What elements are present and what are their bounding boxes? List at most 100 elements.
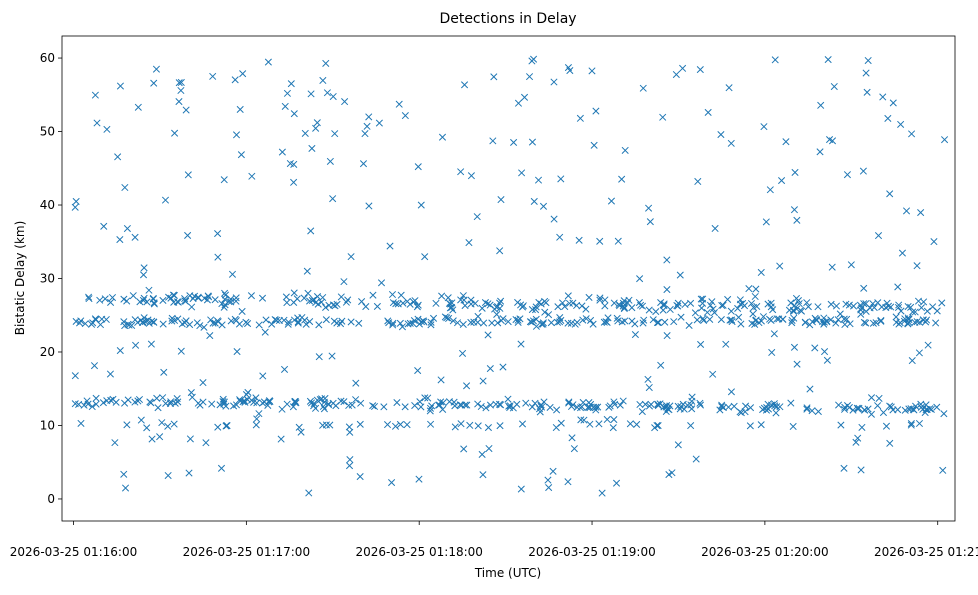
- data-point: [478, 450, 486, 459]
- data-point: [242, 391, 251, 399]
- data-point: [864, 56, 872, 65]
- data-point: [742, 402, 750, 410]
- data-point: [457, 401, 466, 409]
- data-point: [621, 317, 629, 325]
- data-point: [437, 398, 445, 406]
- x-tick-label: 2026-03-25 01:18:00: [355, 545, 482, 559]
- data-point: [858, 423, 866, 431]
- data-point: [401, 403, 409, 411]
- data-point: [480, 319, 488, 327]
- data-point: [284, 318, 293, 326]
- data-point: [803, 404, 811, 412]
- data-point: [290, 178, 298, 186]
- x-tick-label: 2026-03-25 01:16:00: [10, 545, 137, 559]
- data-point: [639, 84, 647, 92]
- data-point: [509, 404, 517, 412]
- data-point: [598, 489, 606, 497]
- data-point: [319, 402, 327, 411]
- data-point: [294, 314, 302, 322]
- data-point: [696, 66, 704, 74]
- data-point: [307, 90, 315, 98]
- data-point: [300, 294, 308, 302]
- data-point: [255, 321, 263, 329]
- data-point: [716, 406, 724, 414]
- data-point: [499, 363, 507, 371]
- data-point: [88, 320, 96, 328]
- data-point: [746, 404, 755, 412]
- data-point: [930, 238, 938, 246]
- data-point: [221, 291, 230, 299]
- data-point: [789, 422, 797, 431]
- data-point: [538, 320, 546, 328]
- data-point: [874, 299, 882, 307]
- data-point: [674, 299, 682, 307]
- data-point: [184, 231, 192, 239]
- data-point: [485, 444, 493, 453]
- data-point: [633, 420, 641, 429]
- data-point: [766, 186, 774, 194]
- data-point: [550, 215, 558, 223]
- data-point: [693, 316, 701, 324]
- data-point: [199, 379, 207, 387]
- data-point: [808, 407, 816, 415]
- data-point: [814, 303, 822, 311]
- data-point: [601, 302, 609, 310]
- data-point: [365, 113, 373, 121]
- data-point: [641, 400, 649, 408]
- data-point: [806, 321, 814, 329]
- data-point: [347, 318, 355, 326]
- data-point: [194, 293, 202, 301]
- data-point: [586, 420, 594, 428]
- data-point: [917, 304, 926, 312]
- data-point: [554, 303, 562, 311]
- data-point: [139, 318, 147, 326]
- data-point: [673, 301, 681, 310]
- data-point: [817, 101, 825, 109]
- data-point: [160, 368, 168, 376]
- data-point: [526, 318, 534, 326]
- data-point: [92, 400, 100, 408]
- data-point: [536, 408, 544, 416]
- data-point: [227, 317, 235, 325]
- data-point: [328, 352, 336, 360]
- data-point: [282, 293, 290, 301]
- data-point: [357, 399, 365, 407]
- data-point: [129, 292, 137, 300]
- data-point: [913, 318, 921, 326]
- data-point: [704, 108, 712, 116]
- data-point: [514, 316, 522, 324]
- data-point: [140, 294, 148, 302]
- data-point: [383, 421, 392, 429]
- data-point: [724, 403, 733, 411]
- data-point: [352, 396, 360, 404]
- data-point: [76, 319, 84, 327]
- data-point: [355, 319, 363, 327]
- data-point: [281, 102, 289, 110]
- data-point: [206, 331, 214, 340]
- data-point: [749, 310, 757, 318]
- data-point: [814, 407, 822, 416]
- data-point: [564, 478, 572, 486]
- data-point: [85, 295, 93, 303]
- data-point: [347, 253, 355, 261]
- data-point: [776, 262, 784, 270]
- data-point: [670, 318, 678, 326]
- data-point: [760, 123, 768, 131]
- data-point: [426, 404, 435, 412]
- data-point: [386, 242, 394, 250]
- data-point: [549, 467, 557, 475]
- data-point: [879, 93, 887, 101]
- data-point: [793, 360, 801, 368]
- data-point: [458, 349, 467, 357]
- data-point: [156, 433, 164, 441]
- data-point: [915, 419, 924, 428]
- data-point: [225, 298, 233, 306]
- data-point: [456, 401, 464, 409]
- data-point: [261, 328, 269, 336]
- data-point: [619, 397, 627, 405]
- data-point: [709, 370, 717, 378]
- data-point: [313, 119, 321, 127]
- data-point: [369, 291, 377, 299]
- data-point: [255, 410, 263, 418]
- data-point: [290, 110, 298, 118]
